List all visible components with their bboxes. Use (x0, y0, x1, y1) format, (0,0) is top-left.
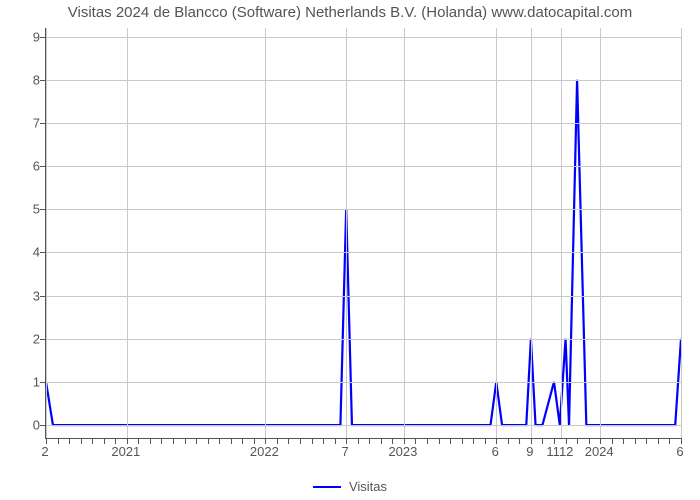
xtick-minor (439, 438, 440, 444)
ytick-label: 3 (10, 288, 40, 303)
xtick-label: 2023 (388, 444, 417, 459)
xtick-minor (577, 438, 578, 444)
chart-legend: Visitas (0, 479, 700, 494)
gridline-h (46, 209, 681, 210)
xtick-minor (485, 438, 486, 444)
gridline-h (46, 382, 681, 383)
xtick-minor (450, 438, 451, 444)
ytick-label: 8 (10, 72, 40, 87)
xtick-minor (208, 438, 209, 444)
gridline-h (46, 123, 681, 124)
xtick-minor (300, 438, 301, 444)
gridline-h (46, 37, 681, 38)
chart-line-svg (46, 28, 681, 438)
xtick-minor (369, 438, 370, 444)
xtick-minor (69, 438, 70, 444)
gridline-v (496, 28, 497, 438)
xtick-minor (381, 438, 382, 444)
ytick-label: 7 (10, 115, 40, 130)
chart-plot-area (45, 28, 681, 439)
xtick-label: 2 (41, 444, 48, 459)
xtick-minor (185, 438, 186, 444)
xtick-label: 9 (526, 444, 533, 459)
ytick-label: 5 (10, 202, 40, 217)
legend-label: Visitas (349, 479, 387, 494)
gridline-h (46, 166, 681, 167)
xtick-minor (473, 438, 474, 444)
xtick-minor (196, 438, 197, 444)
xtick-minor (646, 438, 647, 444)
gridline-h (46, 425, 681, 426)
legend-swatch (313, 486, 341, 488)
gridline-v (600, 28, 601, 438)
xtick-minor (92, 438, 93, 444)
xtick-label: 7 (342, 444, 349, 459)
xtick-minor (542, 438, 543, 444)
xtick-label: 2024 (585, 444, 614, 459)
xtick-label: 1112 (546, 444, 573, 459)
xtick-minor (81, 438, 82, 444)
xtick-minor (658, 438, 659, 444)
gridline-v (531, 28, 532, 438)
ytick-label: 6 (10, 159, 40, 174)
gridline-v (265, 28, 266, 438)
xtick-label: 2022 (250, 444, 279, 459)
xtick-minor (231, 438, 232, 444)
ytick-label: 4 (10, 245, 40, 260)
xtick-minor (623, 438, 624, 444)
gridline-h (46, 252, 681, 253)
ytick-label: 0 (10, 418, 40, 433)
xtick-minor (173, 438, 174, 444)
gridline-h (46, 296, 681, 297)
chart-title: Visitas 2024 de Blancco (Software) Nethe… (0, 4, 700, 21)
xtick-minor (312, 438, 313, 444)
xtick-minor (58, 438, 59, 444)
xtick-minor (242, 438, 243, 444)
xtick-minor (508, 438, 509, 444)
xtick-minor (427, 438, 428, 444)
xtick-minor (104, 438, 105, 444)
gridline-v (404, 28, 405, 438)
xtick-minor (288, 438, 289, 444)
ytick-label: 9 (10, 29, 40, 44)
xtick-minor (358, 438, 359, 444)
xtick-minor (519, 438, 520, 444)
xtick-minor (219, 438, 220, 444)
xtick-minor (635, 438, 636, 444)
xtick-minor (462, 438, 463, 444)
ytick-label: 1 (10, 374, 40, 389)
ytick-label: 2 (10, 331, 40, 346)
xtick-minor (669, 438, 670, 444)
gridline-h (46, 80, 681, 81)
gridline-v (127, 28, 128, 438)
gridline-v (46, 28, 47, 438)
gridline-v (681, 28, 682, 438)
xtick-minor (150, 438, 151, 444)
gridline-v (346, 28, 347, 438)
xtick-label: 6 (676, 444, 683, 459)
gridline-h (46, 339, 681, 340)
xtick-label: 2021 (111, 444, 140, 459)
xtick-minor (161, 438, 162, 444)
xtick-label: 6 (492, 444, 499, 459)
gridline-v (561, 28, 562, 438)
xtick-minor (323, 438, 324, 444)
xtick-minor (335, 438, 336, 444)
